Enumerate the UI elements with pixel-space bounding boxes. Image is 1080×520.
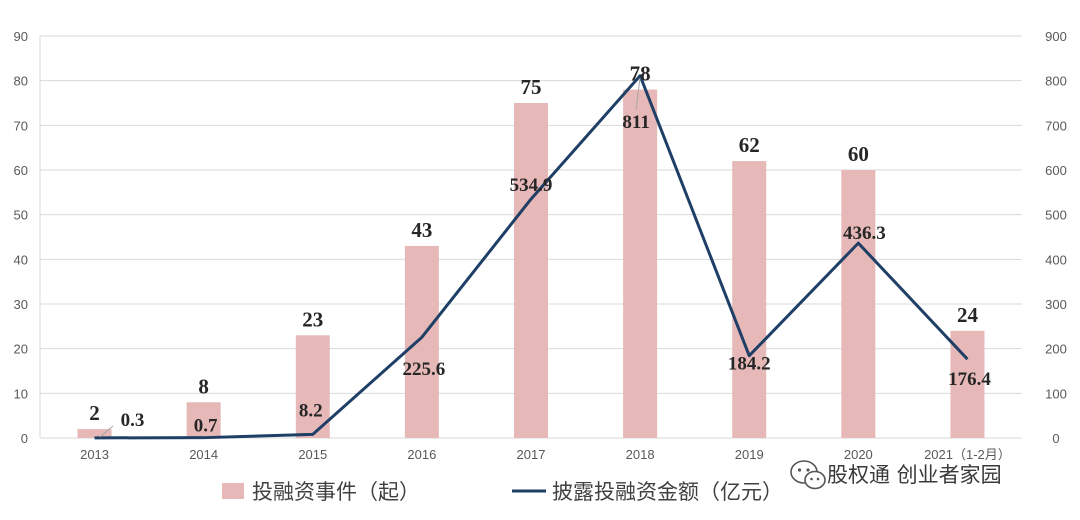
line-value-label: 811 (622, 112, 649, 133)
bar-value-label: 8 (198, 374, 209, 398)
x-tick-label: 2018 (626, 447, 655, 462)
wechat-icon (790, 460, 826, 490)
left-axis: 0 10 20 30 40 50 60 70 80 90 (14, 29, 28, 446)
bar-value-label: 23 (302, 307, 323, 331)
bar-value-label: 75 (521, 75, 542, 99)
watermark-text: 股权通 创业者家园 (827, 463, 1002, 487)
right-axis: 0 100 200 300 400 500 600 700 800 900 (1045, 29, 1067, 446)
right-tick-label: 700 (1045, 118, 1067, 133)
right-tick-label: 0 (1052, 431, 1059, 446)
right-tick-label: 800 (1045, 74, 1067, 89)
series-line (94, 74, 969, 440)
bar-value-label: 43 (411, 218, 432, 242)
right-tick-label: 500 (1045, 208, 1067, 223)
line-value-label: 0.3 (121, 410, 145, 431)
right-tick-label: 100 (1045, 386, 1067, 401)
leader-line (99, 425, 114, 438)
line-data-labels: 0.3 0.7 8.2 225.6 534.9 811 184.2 436.3 176.4 (99, 77, 991, 438)
x-tick-label: 2017 (517, 447, 546, 462)
line-value-label: 184.2 (728, 354, 771, 375)
legend-line-label: 披露投融资金额（亿元） (552, 480, 783, 504)
left-tick-label: 50 (14, 208, 28, 223)
x-tick-label: 2020 (844, 447, 873, 462)
left-tick-label: 60 (14, 163, 28, 178)
legend-bar-label: 投融资事件（起） (252, 480, 420, 504)
bar (514, 103, 548, 438)
left-tick-label: 80 (14, 74, 28, 89)
right-tick-label: 200 (1045, 342, 1067, 357)
x-tick-label: 2015 (298, 447, 327, 462)
left-tick-label: 0 (21, 431, 28, 446)
x-tick-label: 2021（1-2月） (924, 447, 1011, 462)
bar-value-label: 24 (957, 303, 979, 327)
bar (295, 335, 330, 438)
left-tick-label: 40 (14, 252, 28, 267)
left-tick-label: 70 (14, 118, 28, 133)
bar-value-label: 78 (630, 62, 651, 86)
bar (841, 170, 876, 438)
bar (623, 89, 658, 438)
x-tick-label: 2014 (189, 447, 218, 462)
watermark: 股权通 创业者家园 (790, 460, 1002, 490)
leader-line (635, 77, 641, 111)
bar (186, 402, 221, 438)
bar-value-label: 2 (89, 401, 100, 425)
x-tick-label: 2013 (80, 447, 109, 462)
line-value-label: 534.9 (510, 175, 553, 196)
right-tick-label: 400 (1045, 252, 1067, 267)
bar (77, 429, 112, 438)
right-tick-label: 300 (1045, 297, 1067, 312)
left-tick-label: 90 (14, 29, 28, 44)
line-value-label: 225.6 (403, 359, 446, 380)
left-tick-label: 20 (14, 342, 28, 357)
x-axis: 2013 2014 2015 2016 2017 2018 2019 2020 2021（1-2… (80, 447, 1011, 462)
bar-value-label: 60 (848, 142, 869, 166)
line-value-label: 8.2 (299, 400, 323, 421)
legend: 投融资事件（起） 披露投融资金额（亿元） (222, 480, 783, 504)
left-tick-label: 30 (14, 297, 28, 312)
bar (732, 161, 767, 439)
legend-bar-swatch (222, 483, 244, 499)
bar-data-labels: 2 8 23 43 75 78 62 60 24 (89, 62, 978, 425)
right-tick-label: 600 (1045, 163, 1067, 178)
bar-series (77, 89, 985, 439)
x-tick-label: 2019 (735, 447, 764, 462)
bar-value-label: 62 (739, 133, 760, 157)
x-tick-label: 2016 (407, 447, 436, 462)
bar (404, 245, 439, 438)
line-value-label: 436.3 (843, 223, 886, 244)
right-tick-label: 900 (1045, 29, 1067, 44)
line-series (94, 74, 969, 440)
left-tick-label: 10 (14, 386, 28, 401)
line-value-label: 0.7 (194, 416, 218, 437)
line-value-label: 176.4 (948, 369, 991, 390)
